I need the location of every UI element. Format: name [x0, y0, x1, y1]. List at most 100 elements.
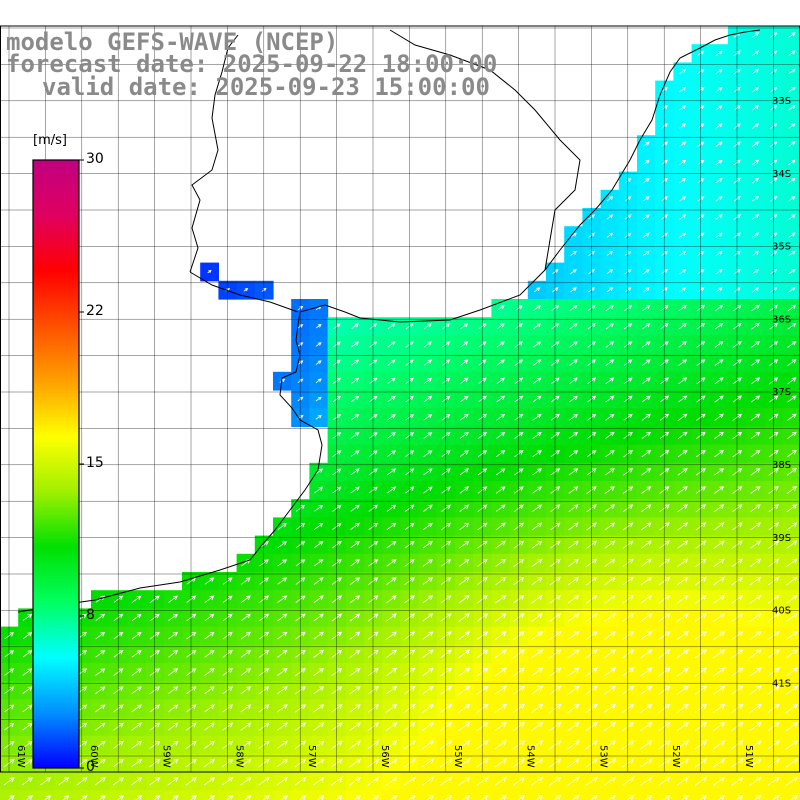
wind-arrow	[22, 722, 33, 731]
wind-cell	[746, 44, 765, 63]
wind-cell	[527, 299, 547, 318]
wind-arrow	[570, 232, 577, 238]
wind-cell	[254, 663, 274, 682]
wind-cell	[327, 772, 347, 791]
wind-cell	[746, 699, 765, 719]
wind-cell	[18, 608, 37, 628]
wind-cell	[218, 699, 238, 719]
wind-cell	[564, 244, 583, 264]
wind-cell	[418, 681, 438, 700]
wind-cell	[127, 735, 147, 755]
wind-cell	[764, 444, 784, 464]
wind-cell	[382, 735, 401, 755]
wind-arrow	[349, 631, 361, 640]
wind-arrow	[22, 740, 33, 749]
wind-arrow	[95, 686, 106, 695]
wind-arrow	[603, 649, 617, 659]
wind-cell	[709, 390, 729, 409]
wind-arrow	[403, 776, 416, 786]
wind-cell	[673, 426, 693, 446]
wind-cell	[691, 98, 711, 118]
wind-cell	[618, 499, 638, 518]
wind-arrow	[788, 159, 796, 166]
wind-cell	[582, 517, 602, 537]
wind-cell	[527, 317, 547, 336]
wind-cell	[455, 390, 474, 409]
lon-label: 58W	[233, 745, 244, 768]
wind-cell	[600, 335, 620, 355]
wind-arrow	[749, 576, 762, 586]
wind-arrow	[459, 504, 470, 512]
wind-arrow	[386, 613, 397, 622]
wind-cell	[691, 335, 711, 355]
wind-cell	[200, 262, 219, 282]
wind-cell	[564, 444, 583, 464]
wind-arrow	[678, 395, 688, 403]
wind-cell	[709, 153, 729, 173]
wind-cell	[473, 735, 492, 755]
wind-cell	[327, 644, 347, 664]
wind-cell	[582, 299, 602, 318]
wind-cell	[673, 135, 693, 154]
wind-arrow	[786, 576, 798, 586]
wind-arrow	[676, 576, 689, 586]
wind-arrow	[641, 377, 651, 385]
wind-arrow	[240, 722, 252, 731]
wind-cell	[746, 317, 765, 336]
wind-arrow	[495, 468, 506, 476]
wind-arrow	[313, 704, 325, 713]
wind-cell	[382, 790, 401, 800]
wind-arrow	[749, 540, 762, 549]
wind-arrow	[567, 613, 580, 622]
wind-cell	[364, 353, 383, 373]
wind-cell	[728, 572, 747, 591]
wind-cell	[436, 590, 456, 609]
wind-arrow	[387, 414, 396, 421]
wind-arrow	[312, 776, 325, 786]
wind-cell	[527, 371, 547, 391]
wind-cell	[364, 699, 383, 719]
wind-cell	[618, 189, 638, 209]
wind-cell	[600, 444, 620, 464]
wind-cell	[382, 353, 401, 373]
wind-cell	[418, 426, 438, 446]
wind-cell	[618, 590, 638, 609]
wind-cell	[564, 663, 583, 682]
wind-arrow	[459, 450, 469, 458]
wind-cell	[691, 153, 711, 173]
wind-arrow	[349, 740, 361, 750]
wind-cell	[600, 353, 620, 373]
wind-arrow	[494, 740, 507, 750]
wind-arrow	[167, 686, 179, 695]
wind-cell	[673, 790, 693, 800]
wind-cell	[327, 481, 347, 500]
wind-arrow	[677, 522, 689, 531]
wind-cell	[564, 481, 583, 500]
wind-cell	[127, 663, 147, 682]
wind-cell	[746, 608, 765, 628]
wind-arrow	[569, 305, 578, 312]
wind-cell	[509, 681, 529, 700]
wind-arrow	[458, 776, 471, 786]
wind-cell	[546, 299, 565, 318]
wind-cell	[546, 790, 565, 800]
wind-arrow	[714, 359, 724, 366]
wind-cell	[691, 226, 711, 245]
wind-cell	[582, 717, 602, 737]
wind-cell	[436, 426, 456, 446]
wind-cell	[18, 735, 37, 755]
wind-arrow	[496, 341, 505, 348]
wind-arrow	[678, 304, 687, 312]
wind-cell	[364, 535, 383, 555]
wind-arrow	[458, 613, 470, 622]
wind-cell	[746, 244, 765, 264]
wind-cell	[309, 353, 329, 373]
wind-cell	[691, 735, 711, 755]
wind-arrow	[750, 359, 761, 367]
wind-arrow	[640, 612, 653, 622]
wind-cell	[564, 280, 583, 300]
wind-arrow	[714, 468, 725, 476]
wind-cell	[491, 335, 511, 355]
wind-cell	[309, 553, 329, 573]
wind-cell	[564, 572, 583, 591]
